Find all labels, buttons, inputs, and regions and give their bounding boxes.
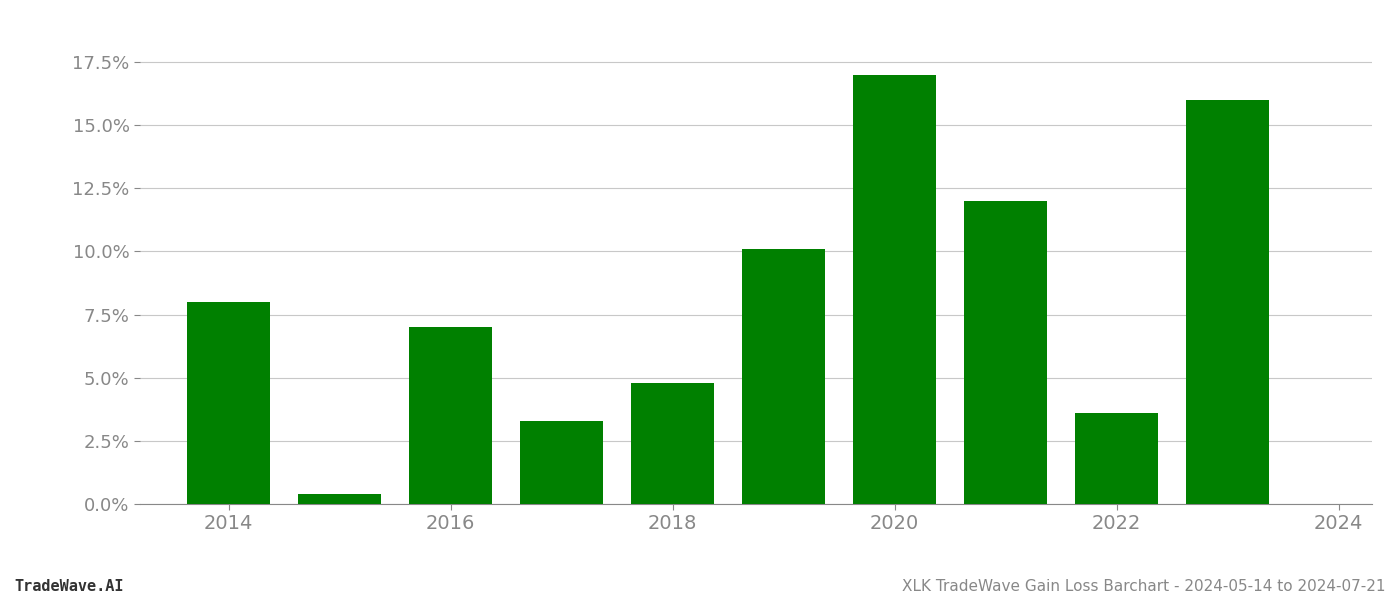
Text: TradeWave.AI: TradeWave.AI (14, 579, 123, 594)
Bar (1075, 413, 1158, 504)
Bar (742, 249, 826, 504)
Bar (1186, 100, 1270, 504)
Bar (631, 383, 714, 504)
Bar (521, 421, 603, 504)
Bar (409, 327, 493, 504)
Bar (188, 302, 270, 504)
Bar (853, 74, 937, 504)
Bar (965, 201, 1047, 504)
Bar (298, 494, 381, 504)
Text: XLK TradeWave Gain Loss Barchart - 2024-05-14 to 2024-07-21: XLK TradeWave Gain Loss Barchart - 2024-… (903, 579, 1386, 594)
